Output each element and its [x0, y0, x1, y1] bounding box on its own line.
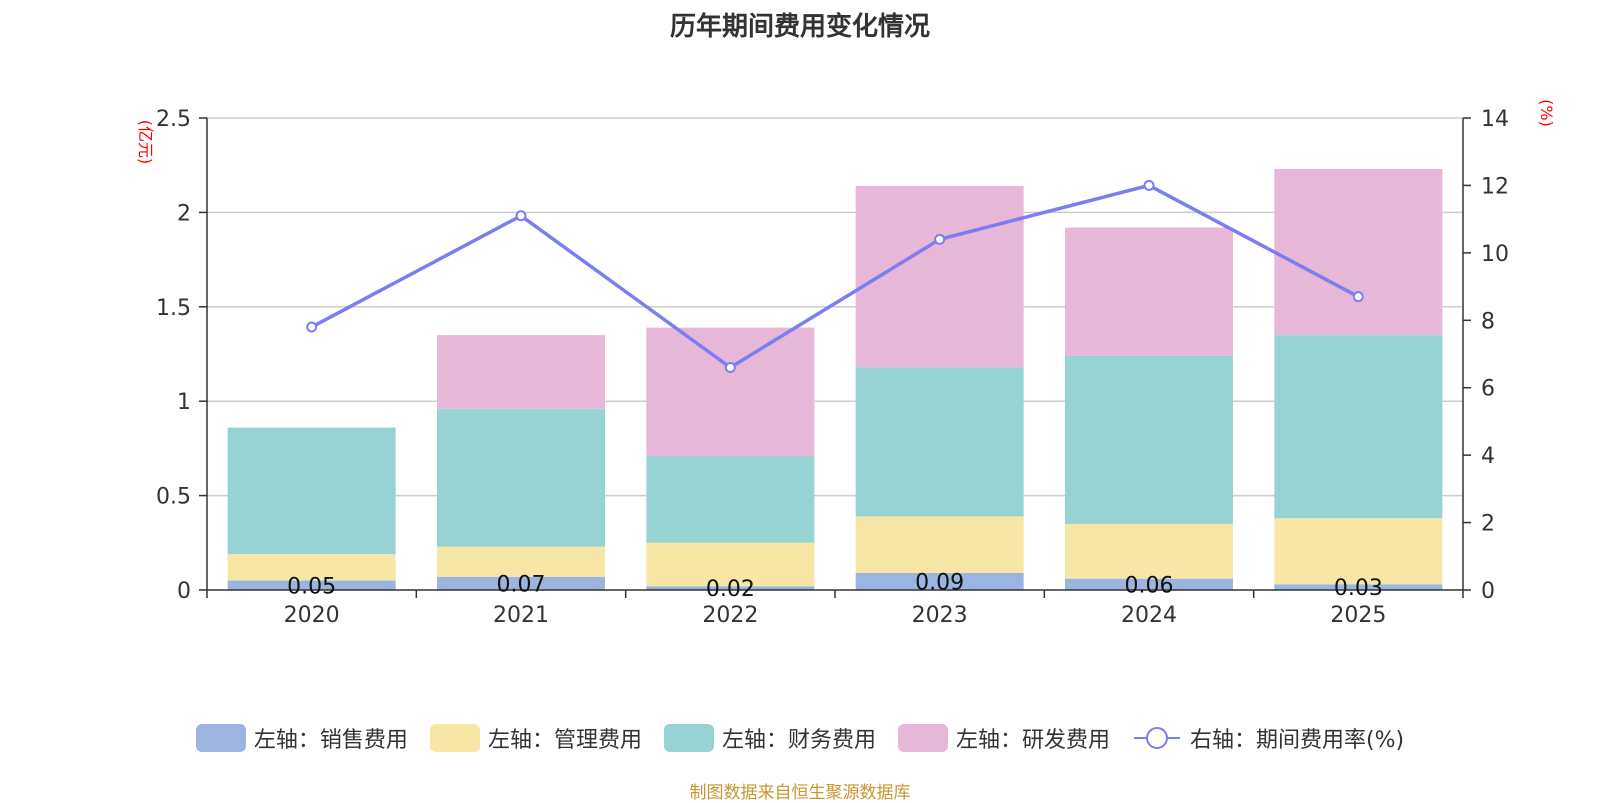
left-axis-tick-label: 0 [177, 579, 191, 604]
bar-segment [855, 367, 1024, 517]
right-axis-tick-label: 10 [1481, 242, 1509, 267]
left-axis-tick-label: 0.5 [156, 485, 191, 510]
data-label: 0.03 [1334, 576, 1383, 601]
right-axis-tick-label: 12 [1481, 174, 1509, 199]
right-axis-tick-label: 4 [1481, 444, 1495, 469]
bar-segment [227, 580, 396, 590]
rate-point [1143, 179, 1155, 191]
bar-segment [1274, 584, 1443, 590]
legend-line-circle-icon [1133, 727, 1180, 749]
x-axis-tick-label: 2020 [284, 603, 340, 628]
x-axis-tick-label: 2025 [1330, 603, 1386, 628]
legend-item-sales[interactable]: 左轴：销售费用 [195, 722, 408, 754]
legend-swatch-sales [195, 724, 246, 752]
legend-label-rate: 右轴：期间费用率(%) [1189, 728, 1405, 753]
bar-segment [1065, 227, 1233, 356]
bar-segment [1274, 335, 1443, 519]
bar-segment [1274, 168, 1443, 336]
bar-segment [646, 327, 815, 456]
chart-title: 历年期间费用变化情况 [669, 12, 930, 42]
x-axis-tick-label: 2024 [1121, 603, 1177, 628]
source-note: 制图数据来自恒生聚源数据库 [689, 783, 911, 803]
right-axis-tick-label: 8 [1481, 309, 1495, 334]
legend: 左轴：销售费用 左轴：管理费用 左轴：财务费用 左轴：研发费用 右轴：期间费用率… [0, 722, 1600, 754]
right-axis-tick-label: 14 [1481, 107, 1509, 132]
bar-segment [855, 573, 1024, 590]
legend-item-rd[interactable]: 左轴：研发费用 [897, 722, 1110, 754]
left-axis-tick-label: 1 [177, 390, 191, 415]
x-axis-tick-label: 2023 [912, 603, 968, 628]
legend-item-rate[interactable]: 右轴：期间费用率(%) [1132, 722, 1404, 754]
right-axis-unit: (%) [1537, 99, 1556, 127]
x-axis-tick-label: 2022 [702, 603, 758, 628]
bar-segment [437, 546, 605, 577]
data-label: 0.05 [287, 574, 336, 599]
legend-label-admin: 左轴：管理费用 [487, 728, 642, 753]
bar-segment [227, 427, 396, 555]
bar-segment [1274, 518, 1443, 585]
chart-canvas: 0 0.5 1 1.5 2 2.5 0 2 4 6 8 10 12 14 (亿元) (%) 2020 2021 20… [136, 99, 1556, 628]
data-label: 0.02 [706, 577, 755, 602]
bar-segment [646, 586, 815, 590]
left-axis-tick-label: 2 [177, 201, 191, 226]
bar-segment [227, 554, 396, 581]
bar-segment [1065, 523, 1233, 579]
data-label: 0.06 [1125, 573, 1174, 598]
legend-swatch-rd [897, 724, 948, 752]
right-axis-tick-label: 6 [1481, 377, 1495, 402]
rate-point [934, 233, 946, 245]
bar-segment [855, 185, 1024, 368]
bar-segment [437, 408, 605, 547]
bar-segment [1065, 578, 1233, 590]
rate-point [1352, 291, 1364, 303]
rate-point [724, 361, 736, 373]
left-axis-unit: (亿元) [136, 120, 155, 165]
bar-segment [437, 335, 605, 409]
legend-item-admin[interactable]: 左轴：管理费用 [429, 722, 642, 754]
left-axis-tick-label: 1.5 [156, 296, 191, 321]
legend-label-sales: 左轴：销售费用 [253, 728, 408, 753]
legend-label-rd: 左轴：研发费用 [955, 728, 1110, 753]
bar-segment [855, 516, 1024, 574]
rate-point [306, 321, 318, 333]
right-axis-tick-label: 0 [1481, 579, 1495, 604]
legend-item-finance[interactable]: 左轴：财务费用 [663, 722, 876, 754]
bar-segment [646, 542, 815, 587]
data-label: 0.09 [915, 571, 964, 596]
legend-swatch-admin [429, 724, 480, 752]
bar-segment [646, 455, 815, 543]
x-axis-tick-label: 2021 [493, 603, 549, 628]
rate-point [515, 210, 527, 222]
legend-label-finance: 左轴：财务费用 [721, 728, 876, 753]
right-axis-tick-label: 2 [1481, 512, 1495, 537]
legend-swatch-finance [663, 724, 714, 752]
left-axis-tick-label: 2.5 [156, 107, 191, 132]
bar-segment [437, 576, 605, 590]
rate-line [310, 183, 1360, 370]
bar-segment [1065, 355, 1233, 524]
data-label: 0.07 [497, 572, 546, 597]
